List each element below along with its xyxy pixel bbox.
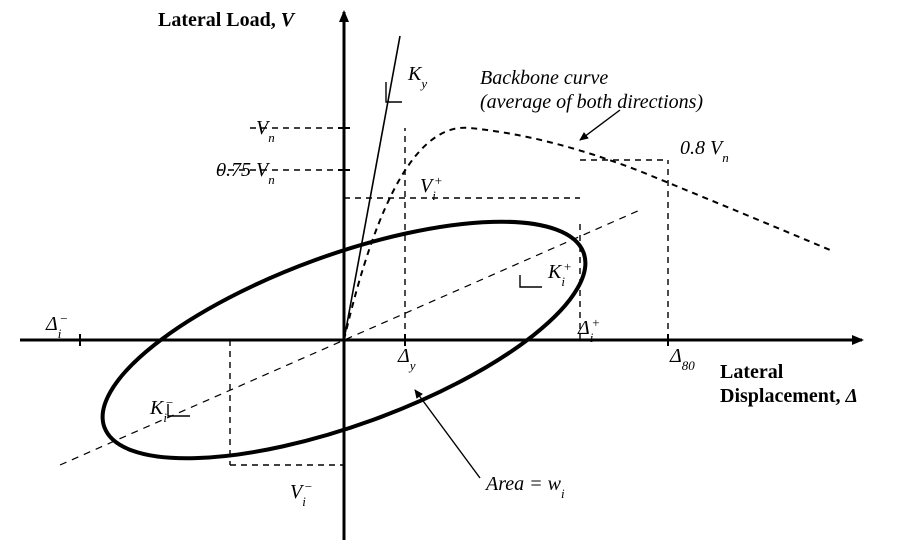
label-075vn: 0.75 Vn xyxy=(216,159,275,187)
label-08vn: 0.8 Vn xyxy=(680,137,729,165)
label-ki-pos: Ki+ xyxy=(547,259,572,289)
backbone-pointer xyxy=(580,110,620,140)
label-backbone-1: Backbone curve xyxy=(480,67,608,89)
area-pointer xyxy=(415,390,480,478)
x-axis-label-2: Displacement, Δ xyxy=(720,385,858,407)
label-vn: Vn xyxy=(256,117,275,145)
label-delta-y: Δy xyxy=(397,345,416,373)
angle-ki-pos-icon xyxy=(520,275,542,287)
label-area: Area = wi xyxy=(484,473,565,501)
ky-line xyxy=(344,36,400,340)
x-axis-label-1: Lateral xyxy=(720,361,784,383)
label-delta-i-neg: Δi− xyxy=(45,311,68,341)
label-vi-neg: Vi− xyxy=(290,479,313,509)
label-delta-80: Δ80 xyxy=(669,345,695,373)
label-backbone-2: (average of both directions) xyxy=(480,91,703,113)
label-ky: Ky xyxy=(407,63,427,91)
y-axis-label: Lateral Load, V xyxy=(158,9,296,31)
